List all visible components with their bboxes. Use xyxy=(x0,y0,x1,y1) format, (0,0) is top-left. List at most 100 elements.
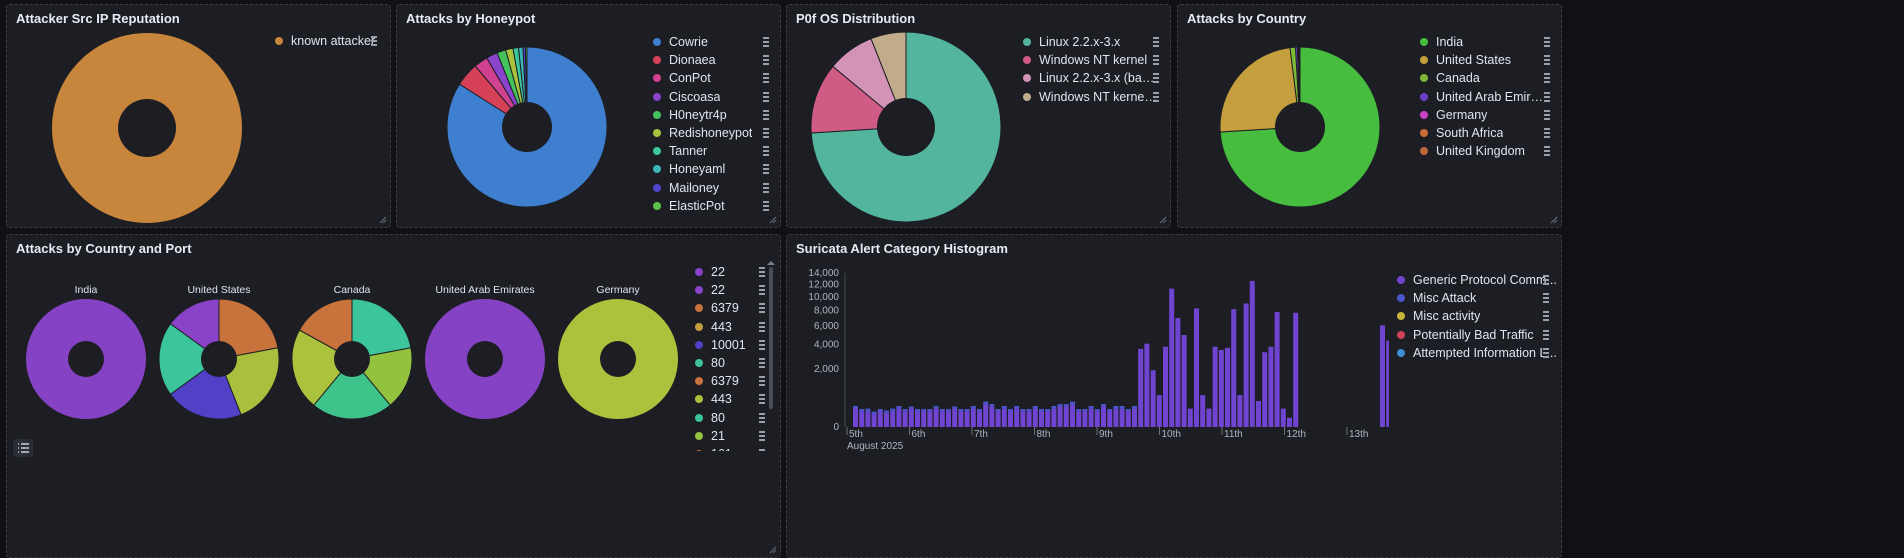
histogram-bar[interactable] xyxy=(853,408,858,427)
histogram-bar[interactable] xyxy=(859,411,865,427)
legend-item[interactable]: Attempted Information L... xyxy=(1397,344,1557,362)
histogram-bar[interactable] xyxy=(1076,409,1082,412)
histogram-bar[interactable] xyxy=(1076,411,1082,427)
legend-options-icon[interactable] xyxy=(1153,37,1159,47)
legend-options-icon[interactable] xyxy=(763,73,769,84)
legend-item[interactable]: 443 xyxy=(695,390,732,408)
legend-options-icon[interactable] xyxy=(1544,128,1550,138)
legend-options-icon[interactable] xyxy=(763,109,769,120)
histogram-bar[interactable] xyxy=(1039,411,1044,427)
histogram-bar[interactable] xyxy=(865,411,871,427)
histogram-bar[interactable] xyxy=(933,408,939,427)
legend-item[interactable]: India xyxy=(1420,33,1463,51)
histogram-bar[interactable] xyxy=(1225,347,1230,427)
legend-options-icon[interactable] xyxy=(763,182,769,193)
histogram-bar[interactable] xyxy=(958,411,964,427)
histogram-bar[interactable] xyxy=(1187,408,1193,427)
histogram-bar[interactable] xyxy=(989,406,995,427)
legend-item[interactable]: Linux 2.2.x-3.x xyxy=(1023,33,1120,51)
histogram-bar[interactable] xyxy=(1082,409,1088,412)
histogram-bar[interactable] xyxy=(1094,411,1100,427)
legend-item[interactable]: ElasticPot xyxy=(653,197,725,215)
histogram-bar[interactable] xyxy=(1256,400,1261,427)
histogram-bar[interactable] xyxy=(908,406,914,409)
legend-options-icon[interactable] xyxy=(1544,109,1550,120)
histogram-bar[interactable] xyxy=(1119,408,1125,427)
histogram-bar[interactable] xyxy=(1113,408,1119,427)
legend-item[interactable]: 21 xyxy=(695,427,725,445)
histogram-bar[interactable] xyxy=(1243,303,1249,427)
histogram-bar[interactable] xyxy=(995,409,1001,412)
legend-options-icon[interactable] xyxy=(1543,329,1549,340)
country-port-slice[interactable] xyxy=(218,298,279,360)
histogram-bar[interactable] xyxy=(1181,334,1187,427)
histogram-bar[interactable] xyxy=(1107,411,1113,427)
country-port-slice[interactable] xyxy=(291,329,353,406)
histogram-bar[interactable] xyxy=(1194,308,1199,427)
histogram-bar[interactable] xyxy=(1008,409,1013,412)
legend-options-icon[interactable] xyxy=(759,376,765,387)
legend-options-icon[interactable] xyxy=(759,321,765,332)
legend-item[interactable]: 6379 xyxy=(695,299,739,317)
histogram-bar[interactable] xyxy=(1107,409,1113,412)
legend-options-icon[interactable] xyxy=(763,37,769,47)
country-port-slice[interactable] xyxy=(158,323,220,395)
histogram-bar[interactable] xyxy=(1020,411,1026,427)
resize-handle-icon[interactable] xyxy=(1550,216,1558,224)
histogram-bar[interactable] xyxy=(977,411,982,427)
histogram-bar[interactable] xyxy=(1051,406,1057,409)
histogram-bar[interactable] xyxy=(1380,325,1385,427)
histogram-bar[interactable] xyxy=(890,411,896,427)
histogram-bar[interactable] xyxy=(1132,408,1137,427)
histogram-bar[interactable] xyxy=(896,406,902,409)
legend-options-icon[interactable] xyxy=(763,146,769,157)
histogram-bar[interactable] xyxy=(1119,406,1125,409)
histogram-bar[interactable] xyxy=(1280,408,1286,427)
legend-options-icon[interactable] xyxy=(759,358,765,368)
histogram-bar[interactable] xyxy=(1262,352,1268,427)
legend-toggle-icon[interactable] xyxy=(13,439,33,457)
legend-options-icon[interactable] xyxy=(763,91,769,102)
histogram-bar[interactable] xyxy=(1113,406,1119,409)
histogram-bar[interactable] xyxy=(1057,406,1063,427)
legend-item[interactable]: 22 xyxy=(695,263,725,281)
histogram-bar[interactable] xyxy=(1045,411,1051,427)
legend-item[interactable]: 10001 xyxy=(695,336,746,354)
histogram-bar[interactable] xyxy=(1293,312,1299,427)
histogram-bar[interactable] xyxy=(933,406,939,409)
histogram-bar[interactable] xyxy=(1249,280,1255,427)
legend-item[interactable]: Canada xyxy=(1420,69,1480,87)
histogram-bar[interactable] xyxy=(1132,406,1137,409)
legend-options-icon[interactable] xyxy=(1544,37,1550,47)
histogram-bar[interactable] xyxy=(902,411,908,427)
histogram-bar[interactable] xyxy=(1070,401,1075,405)
legend-options-icon[interactable] xyxy=(759,430,765,441)
histogram-bar[interactable] xyxy=(1163,346,1168,427)
histogram-bar[interactable] xyxy=(884,410,889,413)
legend-options-icon[interactable] xyxy=(371,36,377,46)
histogram-bar[interactable] xyxy=(1014,408,1020,427)
histogram-bar[interactable] xyxy=(1051,408,1057,427)
legend-options-icon[interactable] xyxy=(1543,275,1549,285)
histogram-bar[interactable] xyxy=(1032,408,1038,427)
histogram-bar[interactable] xyxy=(1274,312,1280,427)
legend-options-icon[interactable] xyxy=(763,55,769,66)
legend-item[interactable]: 80 xyxy=(695,354,725,372)
histogram-bar[interactable] xyxy=(1268,346,1274,427)
histogram-bar[interactable] xyxy=(853,406,858,409)
legend-item[interactable]: Dionaea xyxy=(653,51,716,69)
legend-item[interactable]: Linux 2.2.x-3.x (bare... xyxy=(1023,69,1157,87)
histogram-bar[interactable] xyxy=(1144,343,1150,427)
legend-item[interactable]: Misc activity xyxy=(1397,307,1480,325)
histogram-bar[interactable] xyxy=(1150,370,1156,427)
histogram-bar[interactable] xyxy=(1094,409,1100,412)
legend-item[interactable]: ConPot xyxy=(653,69,711,87)
histogram-bar[interactable] xyxy=(877,409,883,412)
histogram-bar[interactable] xyxy=(1063,406,1069,427)
legend-item[interactable]: 22 xyxy=(695,281,725,299)
histogram-bar[interactable] xyxy=(1101,406,1106,427)
legend-item[interactable]: Germany xyxy=(1420,106,1487,124)
histogram-bar[interactable] xyxy=(871,411,877,414)
histogram-bar[interactable] xyxy=(921,409,927,412)
histogram-bar[interactable] xyxy=(1088,408,1094,427)
